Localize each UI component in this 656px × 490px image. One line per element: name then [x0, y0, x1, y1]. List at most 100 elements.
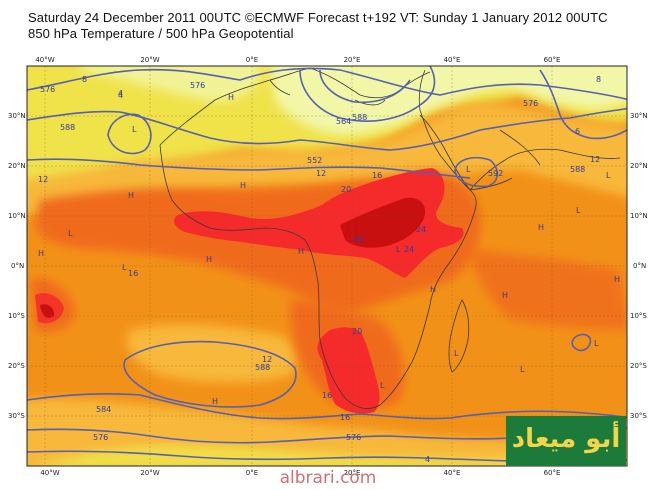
field-dark-red-w — [40, 304, 55, 318]
pressure-center-label: L — [520, 365, 525, 374]
lat-label: 10°S — [8, 312, 25, 320]
contour-label: 4 — [118, 89, 123, 98]
watermark-text: أبو ميعاد — [511, 424, 621, 454]
lon-label: 40°W — [35, 56, 54, 64]
contour-label: 28 — [353, 235, 363, 244]
lon-label: 60°E — [544, 469, 561, 477]
lat-label: 20°S — [630, 362, 647, 370]
pressure-center-label: H — [240, 181, 246, 190]
contour-label: 16 — [128, 269, 138, 278]
contour-low-se — [571, 333, 592, 352]
contour-low-arabia — [454, 156, 499, 188]
contour-label: 20 — [341, 185, 351, 194]
field-dark-orange-se — [470, 250, 627, 330]
pressure-center-label: L — [122, 263, 127, 272]
pressure-center-label: H — [538, 223, 544, 232]
lon-label: 20°E — [344, 56, 361, 64]
lon-label: 20°E — [344, 469, 361, 477]
lat-label: 0°N — [11, 262, 24, 270]
contour-label: 16 — [372, 171, 382, 180]
contour-labels: 576 564 588 552 576 12 16 20 24 28 8 4 5… — [38, 75, 601, 464]
pressure-center-label: H — [212, 397, 218, 406]
pressure-center-label: L — [380, 381, 385, 390]
lat-label: 10°N — [630, 212, 648, 220]
lon-label: 0°E — [246, 56, 258, 64]
contour-label: 12 — [316, 169, 326, 178]
lat-labels-left: 30°N 20°N 10°N 0°N 10°S 20°S 30°S — [8, 112, 26, 420]
contour-label: 576 — [523, 99, 538, 108]
contour-label: 4 — [118, 91, 123, 100]
forecast-subtitle: 850 hPa Temperature / 500 hPa Geopotenti… — [28, 26, 294, 41]
pressure-center-label: L — [576, 206, 581, 215]
lat-label: 30°N — [8, 112, 26, 120]
field-yellow-south — [36, 445, 627, 466]
temperature-field: 576 564 588 552 576 12 16 20 24 28 8 4 5… — [27, 66, 627, 466]
lat-label: 20°N — [630, 162, 648, 170]
forecast-title: Saturday 24 December 2011 00UTC ©ECMWF F… — [28, 10, 608, 25]
map-frame — [26, 65, 628, 467]
contour-label: 588 — [60, 123, 75, 132]
lat-label: 10°N — [8, 212, 26, 220]
contour-label: 588 — [352, 113, 367, 122]
contour-label: 552 — [307, 156, 322, 165]
lon-label: 20°W — [140, 469, 159, 477]
contour-label: 24 — [404, 245, 414, 254]
contour-label: 12 — [590, 155, 600, 164]
lon-labels-bottom: 40°W 20°W 0°E 20°E 40°E 60°E — [40, 469, 560, 477]
lat-label: 30°N — [630, 112, 648, 120]
contour-576-north — [27, 67, 627, 101]
coastlines — [159, 67, 621, 409]
contour-label: 24 — [416, 225, 426, 234]
contour-label: 588 — [255, 363, 270, 372]
contour-588-north — [27, 107, 627, 151]
pressure-center-label: L — [466, 165, 471, 174]
lon-label: 20°W — [140, 56, 159, 64]
pressure-center-label: H — [128, 191, 134, 200]
contour-label: 8 — [596, 75, 601, 84]
field-yellow-north — [27, 66, 627, 209]
field-light-yellow-w — [80, 66, 260, 102]
field-yellow-southatlantic — [126, 324, 297, 383]
pressure-center-label: H — [502, 291, 508, 300]
contour-584-south — [27, 393, 627, 420]
contour-label: 8 — [82, 75, 87, 84]
lat-label: 20°N — [8, 162, 26, 170]
lon-label: 60°E — [544, 56, 561, 64]
lon-label: 40°E — [444, 469, 461, 477]
contour-label: 576 — [93, 433, 108, 442]
pressure-centres: H H H H H H H L L L L L H H L L H L H L … — [38, 93, 620, 406]
contour-label: 20 — [352, 327, 362, 336]
lat-label: 0°N — [633, 262, 646, 270]
lon-labels-top: 40°W 20°W 0°E 20°E 40°E 60°E — [35, 56, 560, 64]
contour-label: 16 — [340, 413, 350, 422]
contour-label: 592 — [488, 169, 503, 178]
contour-label: 564 — [336, 117, 351, 126]
contour-label: 576 — [40, 85, 55, 94]
pressure-center-label: L — [594, 339, 599, 348]
lon-label: 40°E — [444, 56, 461, 64]
contour-label: 584 — [96, 405, 111, 414]
pressure-center-label: H — [430, 285, 436, 294]
pressure-center-label: H — [206, 255, 212, 264]
pressure-center-label: L — [68, 229, 73, 238]
contour-588-south — [123, 340, 297, 408]
contour-low-atlantic — [107, 113, 152, 155]
pressure-center-label: L — [132, 125, 137, 134]
watermark-logo: أبو ميعاد — [506, 416, 626, 466]
lat-labels-right: 30°N 20°N 10°N 0°N 10°S 20°S 30°S — [630, 112, 648, 420]
pressure-center-label: L — [396, 245, 401, 254]
field-dark-red — [340, 197, 426, 248]
contour-label: 576 — [346, 433, 361, 442]
contour-576-east — [539, 69, 627, 140]
contour-552-north — [319, 69, 411, 104]
field-red-sahel — [174, 168, 464, 278]
contour-label: 588 — [570, 165, 585, 174]
lat-label: 20°S — [8, 362, 25, 370]
graticule — [27, 66, 627, 466]
contour-label: 4 — [425, 455, 430, 464]
contour-label: 576 — [190, 81, 205, 90]
contour-label: 12 — [262, 355, 272, 364]
contour-564-north — [299, 66, 436, 122]
lon-label: 0°E — [246, 469, 258, 477]
